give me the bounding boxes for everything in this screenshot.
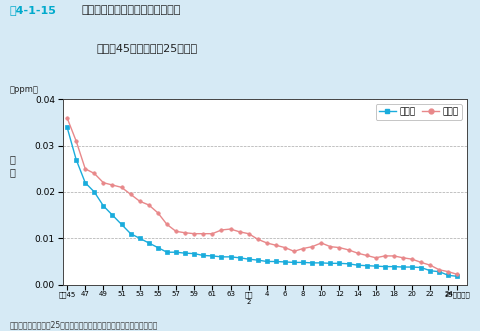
Text: 資料：環境省「平成25年度大気汚染状況について（報道発表資料）」: 資料：環境省「平成25年度大気汚染状況について（報道発表資料）」 (10, 320, 157, 329)
Legend: 一般局, 自排局: 一般局, 自排局 (375, 104, 461, 120)
Text: 濃
度: 濃 度 (9, 154, 15, 177)
Text: 二酸化硫黄濃度の年平均値の推移: 二酸化硫黄濃度の年平均値の推移 (82, 5, 181, 15)
Text: （昭和45年度〜平成25年度）: （昭和45年度〜平成25年度） (96, 43, 197, 53)
Text: （ppm）: （ppm） (10, 85, 38, 94)
Text: 図4-1-15: 図4-1-15 (10, 5, 56, 15)
